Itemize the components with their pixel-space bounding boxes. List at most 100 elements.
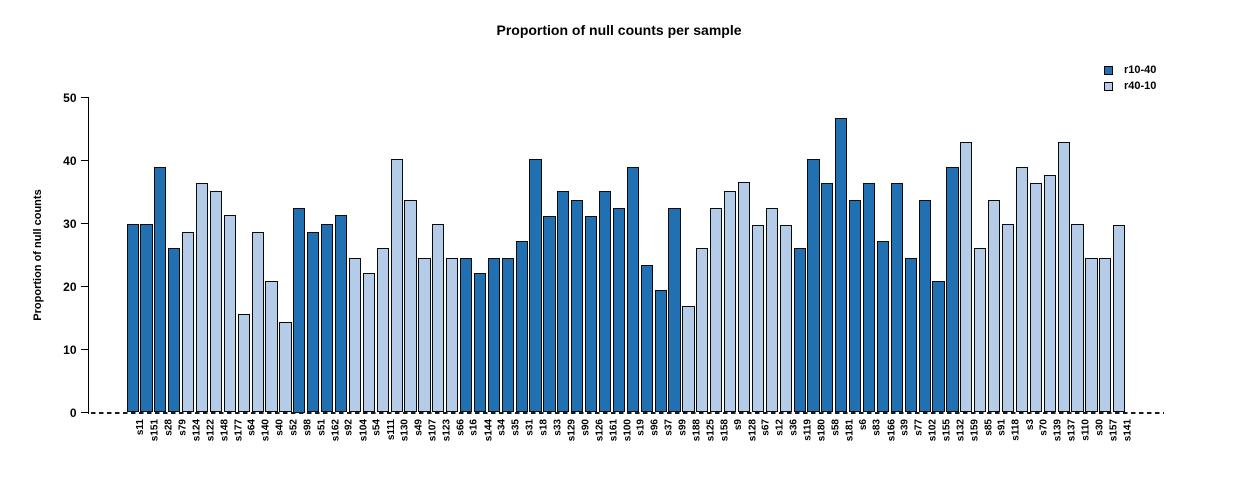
x-tick-label-s102: s102 (927, 418, 939, 441)
y-tick-label: 30 (63, 216, 77, 231)
x-tick-label-s67: s67 (760, 418, 772, 436)
bar-s122 (195, 183, 209, 413)
bar-s151 (140, 224, 153, 413)
y-tick-mark (80, 411, 88, 414)
x-tick-label-s34: s34 (496, 418, 508, 436)
bar-s30 (1085, 257, 1098, 413)
bar-s124 (182, 232, 195, 413)
x-tick-label-s139: s139 (1052, 418, 1064, 441)
bar-s12 (765, 208, 778, 413)
bar-s3 (1015, 166, 1029, 413)
bar-s159 (960, 142, 973, 413)
x-tick-label-s19: s19 (635, 418, 647, 436)
x-tick-label-s155: s155 (941, 418, 953, 441)
bar-s110 (1071, 224, 1084, 413)
bar-s85 (974, 248, 987, 413)
bar-s96 (640, 265, 653, 413)
bar-s128 (737, 181, 751, 413)
x-tick-label-s3: s3 (1024, 418, 1036, 430)
x-tick-label-s12: s12 (774, 418, 786, 436)
bar-s123 (432, 224, 445, 413)
x-tick-label-s119: s119 (802, 418, 814, 441)
y-axis-line (87, 96, 89, 414)
x-tick-label-s83: s83 (872, 418, 884, 436)
x-tick-label-s124: s124 (191, 418, 203, 441)
bar-s162 (321, 224, 334, 413)
x-tick-label-s180: s180 (816, 418, 828, 441)
x-tick-label-s6: s6 (858, 418, 870, 430)
bar-s37 (654, 289, 667, 413)
x-tick-label-s104: s104 (357, 418, 369, 441)
x-tick-label-s77: s77 (913, 418, 925, 436)
bar-s9 (724, 191, 737, 413)
bar-s54 (362, 272, 375, 413)
chart-title: Proportion of null counts per sample (496, 22, 742, 38)
bar-s51 (307, 232, 320, 413)
bar-s28 (154, 166, 167, 413)
bar-s118 (1001, 224, 1015, 413)
bar-s67 (751, 224, 764, 413)
bar-s104 (348, 257, 362, 413)
x-tick-label-s37: s37 (663, 418, 675, 436)
bar-s180 (807, 158, 820, 413)
bar-s19 (626, 166, 639, 413)
bar-s52 (279, 322, 292, 413)
x-tick-label-s49: s49 (413, 418, 425, 436)
legend-swatch-r40-10 (1104, 81, 1113, 91)
x-tick-label-s141: s141 (1122, 418, 1134, 441)
x-tick-label-s91: s91 (997, 418, 1009, 436)
x-tick-label-s98: s98 (302, 418, 314, 436)
x-tick-label-s96: s96 (649, 418, 661, 436)
x-tick-label-s52: s52 (288, 418, 300, 436)
x-tick-label-s35: s35 (510, 418, 522, 436)
x-tick-label-s31: s31 (524, 418, 536, 436)
bar-s141 (1113, 224, 1126, 413)
bar-s158 (710, 208, 723, 413)
y-tick-mark (80, 285, 88, 288)
bar-s70 (1029, 182, 1042, 413)
bar-s126 (585, 215, 598, 413)
bar-s129 (557, 191, 570, 413)
bar-s107 (418, 257, 431, 413)
bar-s18 (529, 159, 542, 413)
bar-s148 (209, 191, 223, 413)
bar-s40 (265, 280, 278, 413)
bar-s77 (904, 257, 917, 413)
bar-s92 (334, 215, 348, 413)
x-tick-label-s122: s122 (205, 418, 217, 441)
x-tick-label-s92: s92 (344, 418, 356, 436)
bar-s58 (821, 182, 834, 413)
x-tick-label-s40: s40 (274, 418, 286, 436)
bar-s139 (1043, 174, 1056, 413)
bar-s125 (696, 248, 709, 413)
x-tick-label-s126: s126 (594, 418, 606, 441)
bar-s130 (390, 158, 403, 413)
bar-s36 (779, 224, 792, 413)
bar-s16 (460, 257, 473, 413)
bar-s161 (598, 191, 612, 413)
bar-s39 (890, 183, 903, 413)
x-tick-label-s100: s100 (621, 418, 633, 441)
y-tick-mark (80, 96, 88, 99)
x-tick-label-s111: s111 (385, 418, 397, 440)
x-tick-label-s159: s159 (969, 418, 981, 441)
x-tick-label-s79: s79 (177, 418, 189, 436)
x-tick-label-s125: s125 (705, 418, 717, 441)
x-tick-label-s144: s144 (483, 418, 494, 441)
x-tick-label-s161: s161 (608, 418, 620, 441)
x-tick-label-s132: s132 (955, 418, 967, 441)
legend-item-r40-10: r40-10 (1104, 78, 1156, 94)
x-tick-label-s151: s151 (149, 418, 161, 441)
y-tick-label: 40 (63, 153, 77, 168)
bar-s99 (668, 208, 681, 413)
zero-baseline-dashed (91, 411, 1164, 414)
y-tick-label: 0 (69, 405, 77, 420)
bar-s100 (612, 208, 626, 413)
bar-s132 (946, 166, 959, 413)
bar-s157 (1099, 257, 1112, 413)
x-tick-label-s148: s148 (218, 418, 230, 441)
x-tick-label-s33: s33 (552, 418, 564, 436)
legend-swatch-r10-40 (1104, 65, 1113, 75)
bar-s83 (862, 183, 876, 413)
bar-s31 (515, 240, 528, 413)
